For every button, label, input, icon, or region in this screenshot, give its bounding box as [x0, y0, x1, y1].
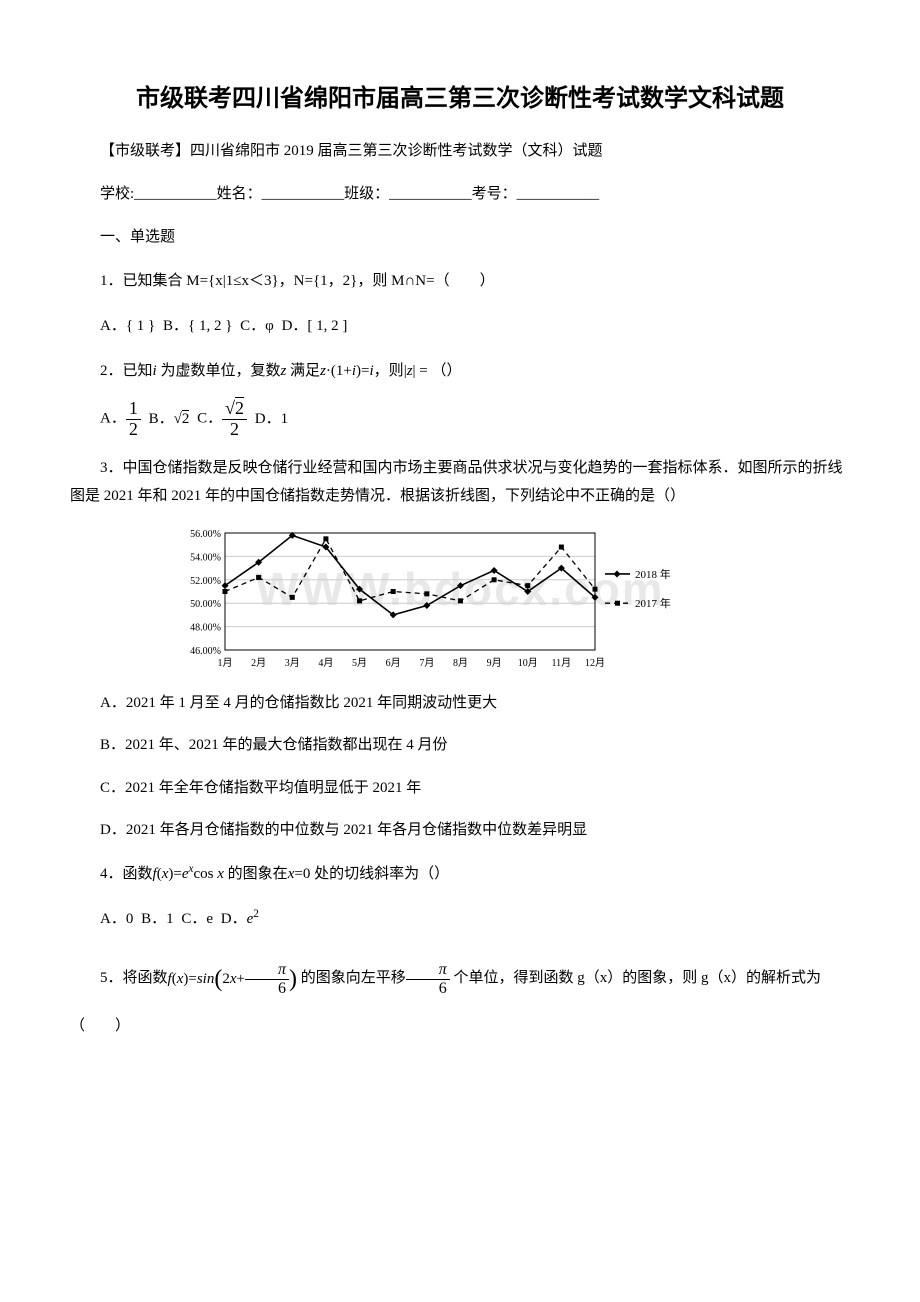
svg-text:7月: 7月: [419, 657, 434, 669]
document-content: 市级联考四川省绵阳市届高三第三次诊断性考试数学文科试题 【市级联考】四川省绵阳市…: [70, 80, 850, 1044]
svg-text:2018 年: 2018 年: [635, 567, 671, 581]
q4-suffix: 处的切线斜率为（）: [314, 866, 449, 882]
question-5: 5．将函数f(x)=sin(2x+π6) 的图象向左平移π6 个单位，得到函数 …: [70, 950, 850, 1044]
q2-opt-d: D．1: [255, 403, 288, 436]
svg-text:2月: 2月: [251, 657, 266, 669]
q2-absz: |z| =: [404, 363, 428, 379]
q4-opt-c-label: C．e: [181, 911, 213, 927]
svg-text:11月: 11月: [552, 657, 572, 669]
form-line: 学校:___________姓名：___________班级：_________…: [70, 181, 850, 208]
q1-opt-c: C．φ: [240, 310, 274, 343]
question-4-options: A．0 B．1 C．e D．e2: [70, 902, 850, 936]
q2-opt-a-label: A．: [100, 411, 126, 427]
svg-text:8月: 8月: [453, 657, 468, 669]
q2-mid3: ，则: [374, 363, 404, 379]
question-1: 1．已知集合 M={x|1≤x＜3}，N={1，2}，则 M∩N=（ ）: [70, 267, 850, 296]
svg-text:48.00%: 48.00%: [190, 623, 221, 634]
q2-opt-b-label: B．: [149, 411, 174, 427]
q2-eq: z·(1+i)=i: [320, 363, 374, 379]
q1-opt-d: D．[ 1, 2 ]: [282, 310, 348, 343]
subtitle: 【市级联考】四川省绵阳市 2019 届高三第三次诊断性考试数学（文科）试题: [70, 138, 850, 165]
q2-opt-c: C．√22: [197, 399, 247, 440]
q4-prefix: 4．函数: [100, 866, 153, 882]
svg-text:5月: 5月: [352, 657, 367, 669]
page-title: 市级联考四川省绵阳市届高三第三次诊断性考试数学文科试题: [70, 80, 850, 118]
q5-func: f(x)=sin(2x+π6): [168, 971, 297, 987]
q2-mid2: 满足: [290, 363, 320, 379]
q4-opt-a: A．0: [100, 903, 133, 936]
question-1-options: A．{ 1 } B．{ 1, 2 } C．φ D．[ 1, 2 ]: [70, 310, 850, 343]
question-2: 2．已知i 为虚数单位，复数z 满足z·(1+i)=i，则|z| = （）: [70, 357, 850, 386]
q2-prefix: 2．已知: [100, 363, 153, 379]
q4-opt-d-label: D．: [221, 911, 247, 927]
q3-opt-a: A．2021 年 1 月至 4 月的仓储指数比 2021 年同期波动性更大: [70, 689, 850, 718]
q2-opt-b: B．√2: [149, 403, 190, 436]
question-3: 3．中国仓储指数是反映仓储行业经营和国内市场主要商品供求状况与变化趋势的一套指标…: [70, 454, 850, 511]
q1-opt-a: A．{ 1 }: [100, 310, 155, 343]
q2-mid1: 为虚数单位，复数: [160, 363, 280, 379]
q2-z1: z: [280, 363, 286, 379]
q4-opt-d: D．e2: [221, 902, 259, 936]
svg-text:9月: 9月: [487, 657, 502, 669]
svg-text:56.00%: 56.00%: [190, 529, 221, 540]
question-2-options: A．12 B．√2 C．√22 D．1: [70, 399, 850, 440]
q2-i: i: [153, 363, 157, 379]
chart-svg: 46.00% 48.00% 50.00% 52.00% 54.00% 56.00% 1月 2月…: [170, 525, 690, 675]
q2-suffix: （）: [432, 363, 462, 379]
q4-opt-c: C．e: [181, 903, 213, 936]
q4-mid: 的图象在: [228, 866, 288, 882]
svg-text:52.00%: 52.00%: [190, 576, 221, 587]
svg-text:50.00%: 50.00%: [190, 599, 221, 610]
q1-opt-b: B．{ 1, 2 }: [163, 310, 232, 343]
q3-opt-b: B．2021 年、2021 年的最大仓储指数都出现在 4 月份: [70, 731, 850, 760]
svg-text:46.00%: 46.00%: [190, 646, 221, 657]
svg-text:4月: 4月: [318, 657, 333, 669]
question-4: 4．函数f(x)=excos x 的图象在x=0 处的切线斜率为（）: [70, 859, 850, 889]
q2-opt-c-label: C．: [197, 411, 222, 427]
warehouse-index-chart: 46.00% 48.00% 50.00% 52.00% 54.00% 56.00% 1月 2月…: [170, 525, 850, 675]
svg-text:10月: 10月: [518, 657, 538, 669]
svg-text:2017 年: 2017 年: [635, 596, 671, 610]
svg-text:3月: 3月: [285, 657, 300, 669]
svg-text:1月: 1月: [218, 657, 233, 669]
svg-text:54.00%: 54.00%: [190, 552, 221, 563]
q4-opt-b: B．1: [141, 903, 174, 936]
q3-opt-c: C．2021 年全年仓储指数平均值明显低于 2021 年: [70, 774, 850, 803]
q5-shift: π6: [406, 961, 450, 997]
section-heading: 一、单选题: [70, 224, 850, 251]
svg-text:6月: 6月: [386, 657, 401, 669]
svg-text:12月: 12月: [585, 657, 605, 669]
q5-prefix: 5．将函数: [100, 971, 168, 987]
q2-opt-a: A．12: [100, 399, 141, 440]
q5-mid: 的图象向左平移: [301, 971, 406, 987]
q3-opt-d: D．2021 年各月仓储指数的中位数与 2021 年各月仓储指数中位数差异明显: [70, 816, 850, 845]
q4-x0: x=0: [288, 866, 311, 882]
q4-func: f(x)=excos x: [153, 866, 224, 882]
